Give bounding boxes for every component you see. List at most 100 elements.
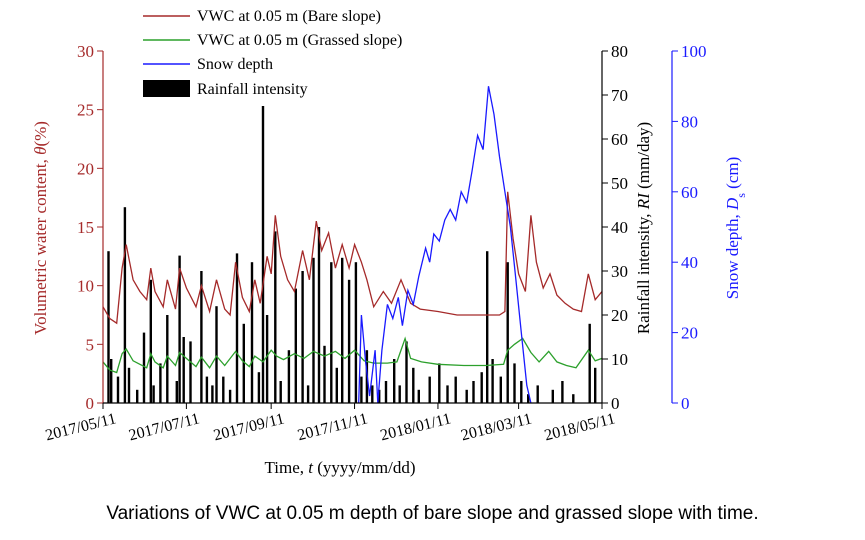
y-left-tick-label: 10 — [77, 277, 94, 296]
rainfall-bar — [306, 385, 310, 403]
rainfall-bar — [341, 257, 344, 403]
y-left-tick-label: 20 — [77, 159, 94, 178]
rainfall-bar — [454, 376, 457, 403]
rainfall-bar — [527, 394, 530, 403]
rainfall-bar — [242, 323, 245, 403]
rainfall-bar — [317, 227, 321, 403]
y-right2-tick-label: 60 — [681, 183, 698, 202]
chart-canvas: 0 5 10 15 20 25 30 0 10 20 30 40 50 60 70 80 0 20 40 60 80 10… — [31, 8, 748, 477]
rainfall-bar — [152, 385, 155, 403]
rainfall-bar — [116, 376, 120, 403]
rainfall-bar — [465, 389, 468, 403]
rainfall-bar — [205, 376, 209, 403]
rainfall-bar — [446, 385, 449, 403]
plot-area: 0 5 10 15 20 25 30 0 10 20 30 40 50 60 70 80 0 20 40 60 80 10… — [44, 42, 707, 444]
y-right2-tick-label: 100 — [681, 42, 707, 61]
y-left-tick-label: 5 — [86, 335, 95, 354]
legend-label-rain: Rainfall intensity — [197, 81, 308, 98]
y-left-tick-label: 25 — [77, 101, 94, 120]
legend: VWC at 0.05 m (Bare slope) VWC at 0.05 m… — [143, 8, 402, 98]
rainfall-bar — [175, 381, 178, 403]
legend-label-bare: VWC at 0.05 m (Bare slope) — [197, 8, 381, 25]
rainfall-bar — [312, 257, 315, 403]
rainfall-bar — [335, 367, 338, 403]
rainfall-bar — [235, 253, 239, 403]
rainfall-bar — [279, 381, 282, 403]
y-right1-tick-label: 0 — [611, 394, 620, 413]
rainfall-bar — [486, 251, 489, 403]
rainfall-bar — [506, 262, 509, 403]
y-right1-tick-label: 40 — [611, 218, 628, 237]
snow-depth-line — [358, 86, 532, 404]
rainfall-bar — [384, 381, 388, 403]
rainfall-bar — [159, 363, 162, 403]
rainfall-bar — [417, 389, 420, 403]
rainfall-bar — [110, 359, 113, 403]
rainfall-bar — [182, 337, 185, 403]
rainfall-bar — [371, 385, 374, 403]
rainfall-bar — [551, 389, 554, 403]
rainfall-bar — [438, 363, 441, 403]
y-left-tick-label: 30 — [77, 42, 94, 61]
rainfall-bar — [594, 367, 597, 403]
y-right2-tick-label: 40 — [681, 253, 698, 272]
rainfall-bar — [294, 288, 297, 403]
rainfall-bar — [561, 381, 564, 403]
rainfall-bar — [354, 262, 358, 403]
rainfall-bar — [222, 376, 225, 403]
x-tick-label: 2017/05/11 — [44, 410, 118, 444]
rainfall-bar — [301, 271, 304, 403]
rainfall-bar — [536, 385, 539, 403]
rainfall-bar — [107, 251, 110, 403]
y-right2-tick-label: 20 — [681, 324, 698, 343]
legend-label-snow: Snow depth — [197, 56, 273, 73]
rainfall-bar — [323, 345, 326, 403]
rainfall-bar — [513, 363, 516, 403]
rainfall-bar — [330, 262, 333, 403]
rainfall-bar — [499, 376, 502, 403]
y-right1-tick-label: 70 — [611, 86, 628, 105]
rainfall-bar — [211, 385, 214, 403]
x-tick-label: 2018/01/11 — [379, 410, 453, 444]
rainfall-bar — [149, 279, 152, 403]
y-left-axis-title: Volumetric water content, θ(%) — [31, 121, 50, 335]
y-right1-tick-label: 20 — [611, 306, 628, 325]
x-tick-label: 2017/09/11 — [212, 410, 286, 444]
legend-swatch-rain — [143, 80, 190, 97]
rainfall-bar — [491, 359, 494, 403]
rainfall-bar — [398, 385, 401, 403]
rainfall-bar — [472, 381, 475, 403]
vwc-grassed-line — [102, 336, 603, 374]
x-tick-label: 2018/03/11 — [459, 410, 533, 444]
y-right2-axis-title: Snow depth, Ds (cm) — [723, 157, 748, 300]
rainfall-bar — [189, 341, 192, 403]
rainfall-bar — [261, 106, 265, 403]
rainfall-bar — [588, 323, 591, 403]
rainfall-bar — [215, 306, 218, 403]
rainfall-bar — [274, 231, 277, 403]
y-right1-tick-label: 30 — [611, 262, 628, 281]
y-right1-tick-label: 50 — [611, 174, 628, 193]
rainfall-bar — [480, 372, 483, 403]
x-tick-label: 2018/05/11 — [543, 410, 617, 444]
rainfall-bar — [250, 262, 254, 403]
rainfall-bar — [393, 359, 396, 403]
y-left-tick-label: 0 — [86, 394, 95, 413]
rainfall-bar — [520, 381, 523, 403]
x-tick-label: 2017/11/11 — [296, 410, 370, 444]
y-right1-axis-title: Rainfall intensity, RI (mm/day) — [634, 122, 653, 334]
vwc-bare-line — [102, 191, 603, 325]
y-left-tick-label: 15 — [77, 218, 94, 237]
rainfall-bar — [257, 372, 261, 403]
rainfall-bar — [136, 389, 139, 403]
x-axis-title: Time, t (yyyy/mm/dd) — [265, 458, 416, 477]
rainfall-bar — [287, 350, 291, 403]
rainfall-bar — [360, 376, 363, 403]
rainfall-bar — [142, 332, 146, 403]
rainfall-bar — [127, 367, 131, 403]
rainfall-bar — [347, 279, 351, 403]
rainfall-bar — [178, 255, 181, 403]
rainfall-bar — [572, 394, 575, 403]
y-right1-tick-label: 10 — [611, 350, 628, 369]
rainfall-bar — [228, 389, 232, 403]
